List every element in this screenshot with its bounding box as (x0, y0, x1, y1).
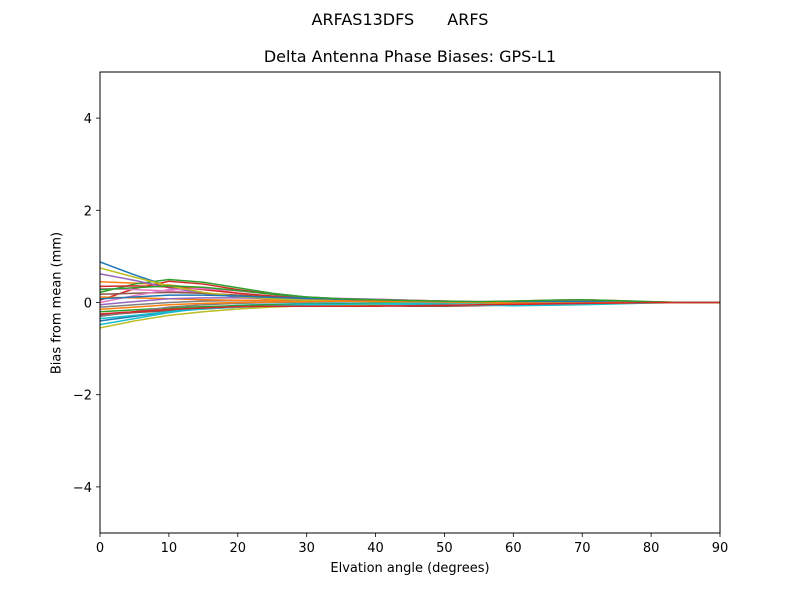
y-tick-label: −4 (73, 481, 92, 496)
y-tick-label: 2 (84, 204, 92, 219)
x-tick-label: 80 (643, 541, 660, 556)
series-line-1 (100, 261, 720, 304)
x-tick-label: 90 (712, 541, 729, 556)
x-tick-label: 70 (574, 541, 591, 556)
x-tick-label: 50 (436, 541, 453, 556)
y-tick-label: 4 (84, 112, 92, 127)
x-tick-label: 20 (230, 541, 247, 556)
series-group (100, 261, 720, 329)
x-tick-label: 0 (96, 541, 104, 556)
x-tick-label: 40 (367, 541, 384, 556)
suptitle-left: ARFAS13DFS (311, 10, 415, 29)
y-axis-label: Bias from mean (mm) (49, 231, 65, 375)
x-tick-label: 30 (298, 541, 315, 556)
y-tick-label: −2 (73, 389, 92, 404)
series-line-19 (100, 267, 720, 304)
x-tick-label: 60 (505, 541, 522, 556)
series-line-23 (100, 285, 720, 304)
x-axis-label: Elvation angle (degrees) (330, 561, 490, 576)
suptitle-right: ARFS (447, 10, 489, 29)
chart-title: Delta Antenna Phase Biases: GPS-L1 (263, 47, 557, 66)
y-tick-label: 0 (84, 297, 92, 312)
figure-suptitle: ARFAS13DFS ARFS (0, 10, 800, 29)
series-line-24 (100, 301, 720, 315)
x-tick-label: 10 (161, 541, 178, 556)
